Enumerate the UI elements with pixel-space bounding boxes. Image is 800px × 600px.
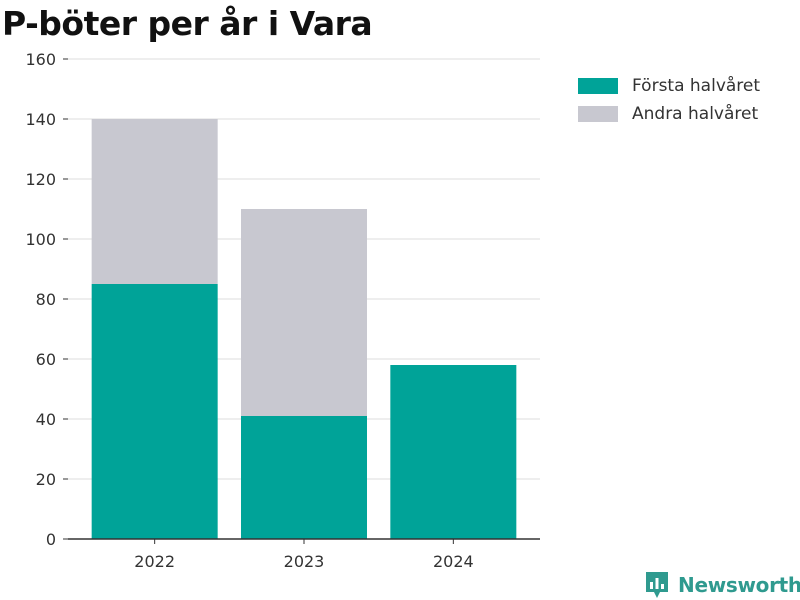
legend-swatch-forsta: [578, 78, 618, 94]
bar-andra-2022: [91, 119, 218, 284]
brand-name: Newsworthy: [678, 573, 800, 597]
brand-logo: Newsworthy: [644, 570, 800, 600]
legend-item-forsta: Första halvåret: [578, 72, 760, 100]
y-tick-label: 160: [25, 50, 56, 69]
bar-andra-2023: [241, 209, 367, 416]
x-tick-label: 2022: [134, 552, 175, 571]
y-tick-label: 0: [46, 530, 56, 549]
newsworthy-logo-icon: [646, 572, 668, 598]
y-tick-label: 60: [36, 350, 56, 369]
y-tick-label: 100: [25, 230, 56, 249]
y-tick-label: 120: [25, 170, 56, 189]
x-axis-ticks: 2022 2023 2024: [134, 539, 474, 571]
legend-label-forsta: Första halvåret: [632, 76, 761, 96]
bar-forsta-2024: [390, 365, 517, 539]
y-tick-label: 140: [25, 110, 56, 129]
y-axis-ticks: 0 20 40 60 80 100 120 140 160: [25, 50, 68, 549]
y-tick-label: 80: [36, 290, 56, 309]
x-tick-label: 2023: [284, 552, 325, 571]
bars: [91, 119, 517, 539]
y-tick-label: 40: [36, 410, 56, 429]
y-tick-label: 20: [36, 470, 56, 489]
bar-forsta-2023: [241, 416, 367, 539]
legend: Första halvåret Andra halvåret: [578, 72, 760, 128]
bar-forsta-2022: [91, 284, 218, 539]
legend-label-andra: Andra halvåret: [632, 104, 759, 124]
legend-item-andra: Andra halvåret: [578, 100, 760, 128]
chart-title: P-böter per år i Vara: [2, 4, 373, 43]
legend-swatch-andra: [578, 106, 618, 122]
x-tick-label: 2024: [433, 552, 474, 571]
